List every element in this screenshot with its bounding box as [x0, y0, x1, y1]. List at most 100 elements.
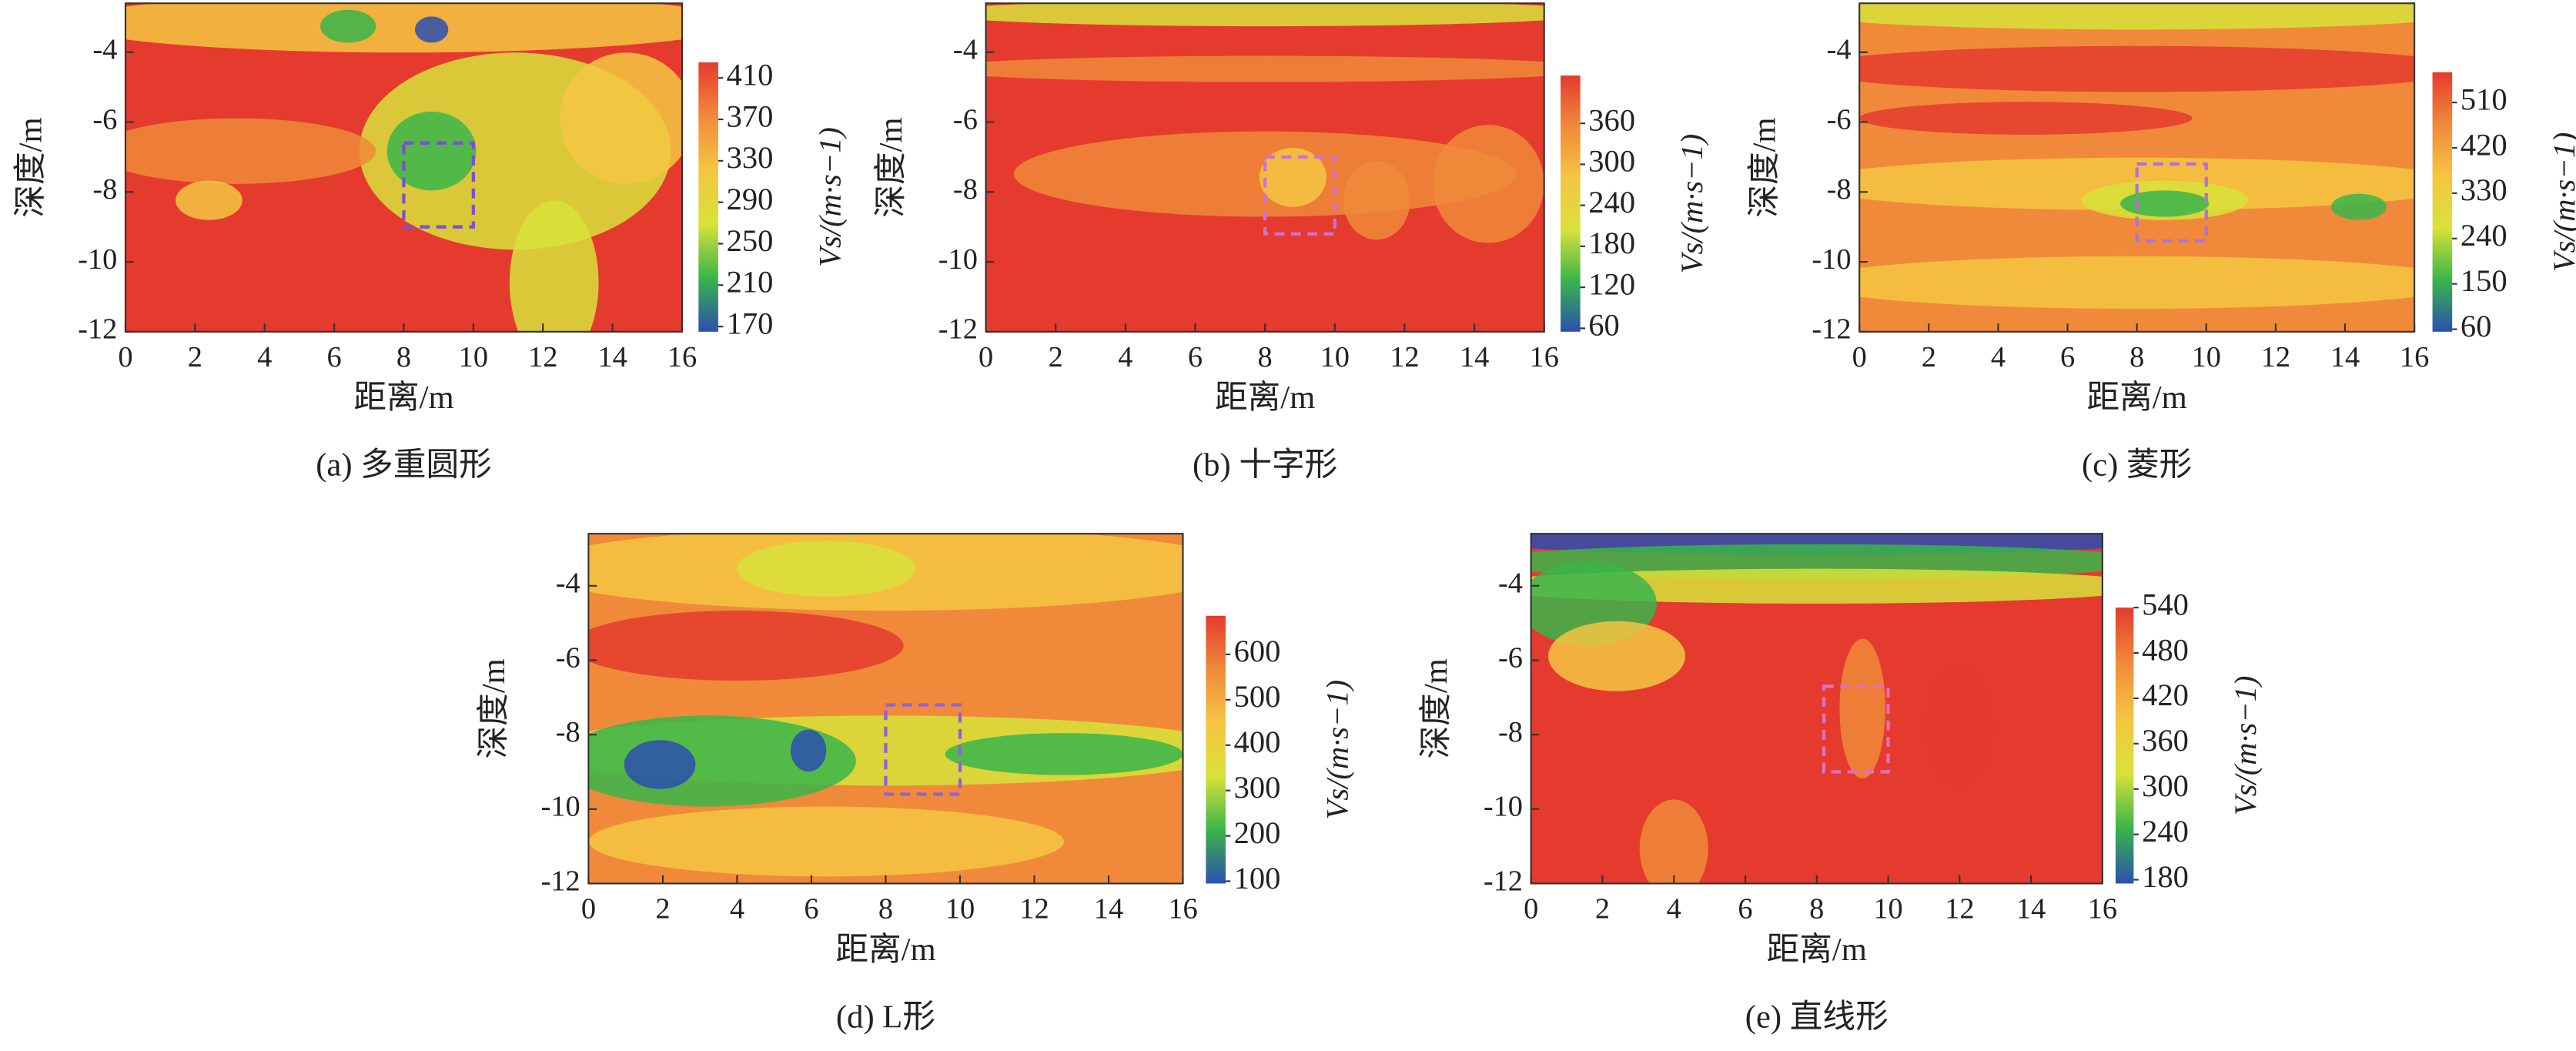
x-tick-label: 2 — [188, 341, 202, 373]
y-tick-label: -12 — [541, 865, 580, 897]
field-region — [414, 16, 449, 43]
caption: (e) 直线形 — [1745, 999, 1889, 1035]
colorbar — [698, 62, 718, 332]
y-tick-label: -4 — [1498, 567, 1523, 600]
colorbar-tick-label: 290 — [727, 182, 774, 216]
x-tick-label: 0 — [1852, 341, 1867, 373]
x-tick-label: 4 — [257, 341, 272, 373]
y-tick-label: -6 — [1827, 103, 1852, 136]
y-tick-label: -8 — [953, 173, 978, 206]
field-region — [1859, 102, 2193, 135]
field-region — [1343, 161, 1410, 240]
y-tick-label: -8 — [556, 716, 580, 748]
field-region — [985, 3, 1544, 27]
field-region — [588, 806, 1065, 877]
colorbar-tick-label: 100 — [1234, 861, 1281, 895]
caption: (c) 菱形 — [2082, 447, 2192, 484]
field-region — [320, 9, 376, 43]
field-region — [588, 611, 904, 681]
x-axis-label: 距离/m — [835, 931, 935, 968]
x-tick-label: 6 — [804, 893, 818, 925]
field-region — [1259, 147, 1326, 207]
field-region — [509, 200, 599, 332]
x-tick-label: 4 — [1667, 893, 1681, 925]
y-tick-label: -12 — [78, 313, 117, 346]
target-box — [1822, 684, 1890, 774]
colorbar-tick-label: 360 — [2142, 723, 2189, 758]
field-region — [2330, 193, 2387, 220]
colorbar-tick-label: 60 — [1588, 308, 1620, 343]
colorbar-tick-label: 240 — [1588, 185, 1635, 219]
caption: (d) L形 — [836, 999, 935, 1035]
field-region — [1859, 3, 2415, 30]
y-axis-label: 深度/m — [1747, 117, 1783, 217]
contour-field — [1859, 3, 2415, 332]
x-axis-label: 距离/m — [353, 379, 453, 416]
x-tick-label: 10 — [2192, 341, 2221, 373]
colorbar-label: Vs/(m·s−1) — [2228, 676, 2263, 816]
colorbar — [2432, 72, 2453, 332]
field-region — [1531, 568, 2103, 604]
field-region — [176, 180, 243, 220]
colorbar-tick-label: 420 — [2461, 127, 2507, 162]
x-tick-label: 4 — [730, 893, 744, 925]
x-tick-label: 2 — [1049, 341, 1063, 373]
colorbar-tick-label: 420 — [2142, 678, 2189, 712]
x-tick-label: 12 — [1390, 341, 1419, 373]
colorbar-tick-label: 540 — [2142, 587, 2189, 621]
y-tick-label: -10 — [78, 243, 117, 276]
y-tick-label: -12 — [1812, 313, 1851, 346]
x-tick-label: 10 — [459, 341, 488, 373]
field-region — [985, 55, 1544, 82]
panel: 0 2 4 6 8 10 12 14 16 -12 -10 -8 -6 -4 距离/m 深度/m (d) L形 1… — [476, 533, 1355, 1035]
colorbar-label: Vs/(m·s−1) — [813, 127, 848, 267]
x-tick-label: 16 — [667, 341, 697, 373]
y-tick-label: -4 — [1827, 34, 1852, 66]
x-tick-label: 2 — [655, 893, 670, 925]
x-tick-label: 8 — [396, 341, 411, 373]
y-axis-label: 深度/m — [476, 658, 512, 758]
field-region — [737, 541, 916, 597]
x-tick-label: 0 — [1524, 893, 1538, 925]
colorbar-tick-label: 400 — [1234, 725, 1281, 759]
x-tick-label: 10 — [1320, 341, 1350, 373]
colorbar — [2115, 608, 2134, 884]
panel: 0 2 4 6 8 10 12 14 16 -12 -10 -8 -6 -4 距离/m 深度/m (e) 直线形… — [1418, 533, 2263, 1035]
field-region — [2120, 190, 2210, 217]
x-tick-label: 0 — [118, 341, 132, 373]
x-tick-label: 16 — [1168, 893, 1197, 925]
y-tick-label: -8 — [92, 173, 117, 206]
x-tick-label: 14 — [2330, 341, 2360, 373]
colorbar-tick-label: 370 — [727, 99, 774, 133]
colorbar-tick-label: 500 — [1234, 679, 1281, 714]
colorbar-tick-label: 120 — [1588, 266, 1635, 301]
colorbar-tick-label: 60 — [2461, 309, 2492, 343]
x-tick-label: 6 — [2060, 341, 2075, 373]
y-tick-label: -10 — [938, 243, 978, 276]
x-tick-label: 2 — [1922, 341, 1936, 373]
x-axis-label: 距离/m — [2087, 379, 2187, 416]
target-box — [402, 141, 475, 229]
x-tick-label: 8 — [1809, 893, 1824, 925]
x-tick-label: 16 — [2088, 893, 2117, 925]
colorbar-tick-label: 410 — [727, 58, 774, 92]
x-tick-label: 14 — [1460, 341, 1489, 373]
x-tick-label: 6 — [1188, 341, 1203, 373]
x-tick-label: 8 — [2129, 341, 2144, 373]
colorbar-tick-label: 180 — [2142, 859, 2189, 894]
field-region — [1639, 799, 1708, 884]
x-axis-label: 距离/m — [1767, 931, 1867, 968]
y-tick-label: -12 — [938, 313, 978, 346]
colorbar-label: Vs/(m·s−1) — [1320, 680, 1355, 820]
colorbar-tick-label: 150 — [2461, 263, 2507, 298]
y-tick-label: -10 — [1812, 243, 1851, 276]
panel: 0 2 4 6 8 10 12 14 16 -12 -10 -8 -6 -4 距离/m 深度/m (b) 十字形… — [873, 2, 1709, 484]
x-tick-label: 16 — [2400, 341, 2429, 373]
y-tick-label: -6 — [556, 641, 580, 674]
field-region — [624, 740, 696, 789]
y-tick-label: -4 — [953, 34, 978, 66]
colorbar-tick-label: 240 — [2461, 218, 2507, 253]
x-tick-label: 0 — [581, 893, 596, 925]
y-tick-label: -12 — [1484, 865, 1523, 897]
